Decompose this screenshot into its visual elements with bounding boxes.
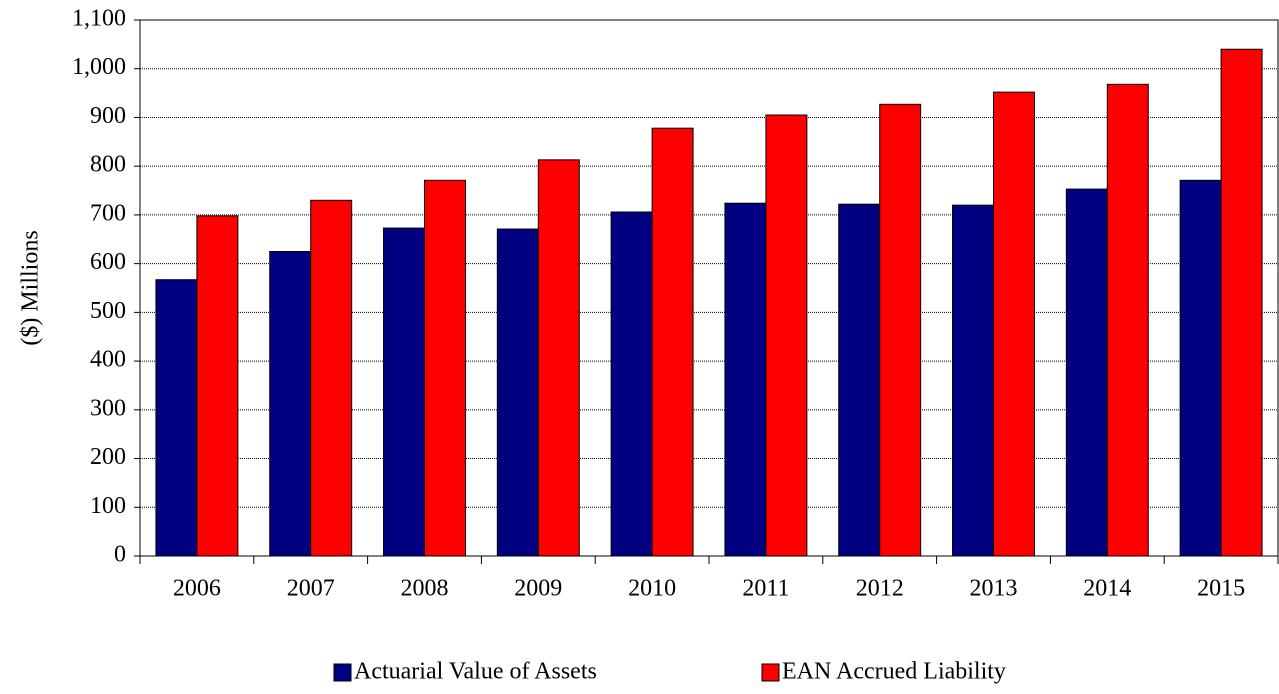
bar [424, 179, 466, 557]
bar [1106, 83, 1149, 557]
bar [269, 250, 312, 557]
x-tick-label: 2013 [970, 576, 1018, 602]
bar [155, 279, 198, 557]
x-tick-label: 2009 [514, 576, 562, 602]
bar [879, 103, 922, 557]
y-tick-label: 1,000 [72, 54, 126, 80]
bar [537, 159, 580, 557]
bar [724, 202, 767, 557]
y-tick-label: 800 [90, 152, 126, 178]
x-tick-label: 2008 [401, 576, 449, 602]
y-tick-label: 600 [90, 249, 126, 275]
y-tick-label: 100 [90, 493, 126, 519]
bar [993, 91, 1035, 557]
bar [838, 203, 881, 557]
y-tick-label: 500 [90, 298, 126, 324]
y-tick-label: 700 [90, 200, 126, 226]
bar [952, 204, 994, 557]
legend-label: Actuarial Value of Assets [354, 659, 597, 685]
x-tick-label: 2006 [173, 576, 221, 602]
bar [765, 114, 808, 557]
x-tick-label: 2014 [1083, 576, 1131, 602]
bar [383, 227, 426, 557]
y-axis-label: ($) Millions [18, 230, 44, 345]
bar [496, 228, 539, 557]
bar [610, 211, 653, 557]
legend-label: EAN Accrued Liability [782, 659, 1006, 685]
y-tick-label: 400 [90, 347, 126, 373]
legend-swatch [333, 663, 352, 682]
x-tick-label: 2011 [742, 576, 789, 602]
x-tick-label: 2010 [628, 576, 676, 602]
bar [1220, 48, 1263, 557]
x-tick-label: 2015 [1197, 576, 1245, 602]
bar [310, 199, 353, 557]
y-tick-label: 200 [90, 444, 126, 470]
y-tick-label: 0 [114, 542, 126, 568]
y-tick-label: 1,100 [72, 6, 126, 32]
bar [1179, 179, 1222, 557]
x-tick-label: 2012 [856, 576, 904, 602]
bar [651, 127, 694, 557]
y-tick-label: 900 [90, 103, 126, 129]
y-tick-label: 300 [90, 395, 126, 421]
legend-swatch [761, 663, 780, 682]
bar [1065, 188, 1108, 557]
x-tick-label: 2007 [287, 576, 335, 602]
bar [196, 215, 239, 557]
